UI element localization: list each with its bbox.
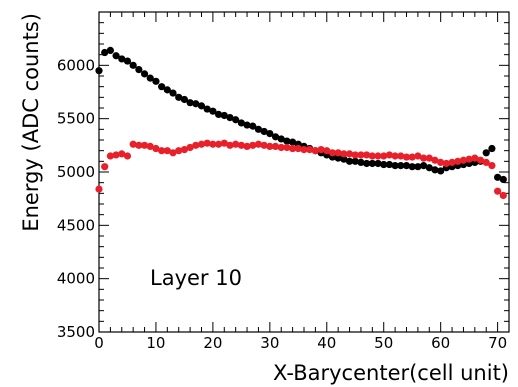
x-tick-label: 0 [94, 334, 104, 352]
red-series-point [500, 192, 507, 199]
x-tick-label: 10 [146, 334, 165, 352]
y-tick-label: 3500 [57, 323, 95, 341]
red-series-point [124, 152, 131, 159]
y-tick-label: 4000 [57, 270, 95, 288]
black-series-point [141, 70, 148, 77]
x-axis-title: X-Barycenter(cell unit) [273, 361, 509, 385]
x-tick-label: 50 [374, 334, 393, 352]
y-tick-label: 4500 [57, 216, 95, 234]
black-series-point [124, 57, 131, 64]
x-tick-label: 70 [488, 334, 507, 352]
red-series-point [95, 185, 102, 192]
black-series-point [488, 145, 495, 152]
black-series-point [169, 89, 176, 96]
red-series-point [494, 188, 501, 195]
x-tick-label: 40 [317, 334, 336, 352]
chart-annotation: Layer 10 [150, 266, 242, 290]
y-axis-title: Energy (ADC counts) [19, 13, 43, 232]
black-series-point [95, 67, 102, 74]
y-tick-label: 5500 [57, 110, 95, 128]
black-series-point [107, 47, 114, 54]
black-series-point [135, 66, 142, 73]
black-series-point [152, 78, 159, 85]
y-tick-label: 5000 [57, 163, 95, 181]
x-tick-label: 30 [260, 334, 279, 352]
black-series-point [130, 62, 137, 69]
data-points [95, 47, 507, 199]
tick-labels: 0 10 20 30 40 50 60 70 3500 4000 4500 5000 5500 6000 [57, 56, 507, 352]
x-tick-label: 60 [431, 334, 450, 352]
x-tick-label: 20 [203, 334, 222, 352]
y-tick-label: 6000 [57, 56, 95, 74]
black-series-point [500, 176, 507, 183]
red-series-point [101, 163, 108, 170]
black-series-point [483, 149, 490, 156]
red-series-point [488, 162, 495, 169]
